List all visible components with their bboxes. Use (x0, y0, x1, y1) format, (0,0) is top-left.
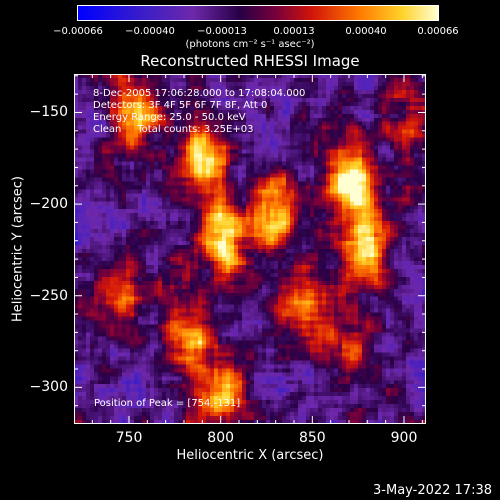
y-tick-label: −200 (29, 196, 68, 213)
annotation-algorithm-counts: Clean Total counts: 3.25E+03 (93, 124, 254, 135)
annotation-time-range: 8-Dec-2005 17:06:28.000 to 17:08:04.000 (93, 88, 306, 99)
heatmap-image (74, 74, 426, 424)
y-tick-label: −250 (29, 287, 68, 304)
y-tick-label: −300 (29, 379, 68, 396)
plot-border (74, 74, 426, 424)
colorbar-tick-label: −0.00066 (53, 26, 103, 37)
annotation-detectors: Detectors: 3F 4F 5F 6F 7F 8F, Att 0 (93, 100, 268, 111)
colorbar-tick-label: 0.00066 (417, 26, 459, 37)
x-tick-label: 900 (390, 430, 418, 446)
chart-title: Reconstructed RHESSI Image (140, 52, 360, 70)
colorbar-tick-label: −0.00013 (197, 26, 247, 37)
y-tick-label: −150 (29, 104, 68, 121)
x-tick-label: 750 (115, 430, 143, 446)
colorbar-tick-label: 0.00040 (345, 26, 387, 37)
x-tick-label: 850 (298, 430, 326, 446)
peak-position-label: Position of Peak = [754,-131] (94, 398, 241, 409)
colorbar-tick-label: 0.00013 (273, 26, 315, 37)
plot-area (74, 74, 426, 424)
annotation-energy-range: Energy Range: 25.0 - 50.0 keV (93, 112, 246, 123)
x-axis-label: Heliocentric X (arcsec) (176, 448, 324, 463)
y-axis-label: Heliocentric Y (arcsec) (10, 176, 26, 322)
colorbar-tick-label: −0.00040 (125, 26, 175, 37)
plot-frame (74, 74, 426, 424)
x-tick-label: 800 (207, 430, 235, 446)
timestamp: 3-May-2022 17:38 (373, 483, 492, 498)
colorbar-units-label: (photons cm⁻² s⁻¹ asec⁻²) (185, 39, 315, 50)
colorbar (77, 5, 439, 21)
